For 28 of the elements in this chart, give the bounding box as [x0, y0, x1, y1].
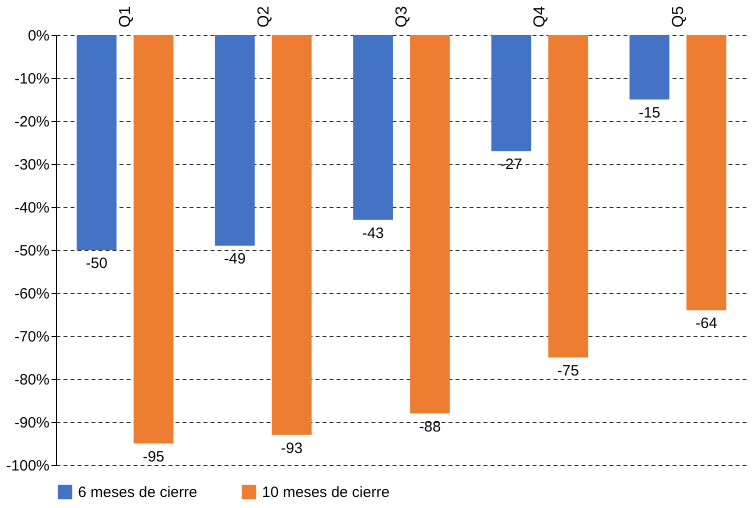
data-label: -43: [362, 224, 384, 242]
y-tick-label: -100%: [6, 458, 50, 474]
y-tick-label: -30%: [14, 156, 50, 174]
y-tick-label: -60%: [14, 286, 50, 302]
y-tick-label: 0%: [28, 28, 50, 44]
x-tick-label: Q1: [117, 6, 134, 28]
data-label: -64: [696, 315, 718, 332]
y-tick-label: -10%: [14, 70, 50, 88]
y-tick-label: -50%: [14, 242, 50, 260]
legend-label: 6 meses de cierre: [78, 484, 198, 502]
x-tick-label: Q5: [670, 6, 687, 28]
y-tick-label: -20%: [14, 114, 50, 130]
data-label: -15: [638, 104, 660, 122]
data-label: -88: [419, 418, 441, 436]
x-tick-label: Q4: [532, 6, 549, 28]
data-label: -50: [86, 255, 108, 272]
data-label: -27: [500, 156, 522, 174]
data-label: -49: [224, 250, 246, 268]
x-tick-label: Q2: [255, 6, 272, 28]
y-tick-label: -40%: [14, 200, 50, 216]
legend-label: 10 meses de cierre: [262, 484, 390, 502]
data-label: -93: [280, 440, 303, 457]
data-label: -75: [557, 362, 579, 380]
y-tick-label: -80%: [14, 372, 50, 388]
data-label: -95: [142, 448, 164, 466]
x-tick-label: Q3: [394, 6, 410, 28]
y-tick-label: -70%: [14, 328, 50, 346]
y-tick-label: -90%: [14, 414, 50, 432]
